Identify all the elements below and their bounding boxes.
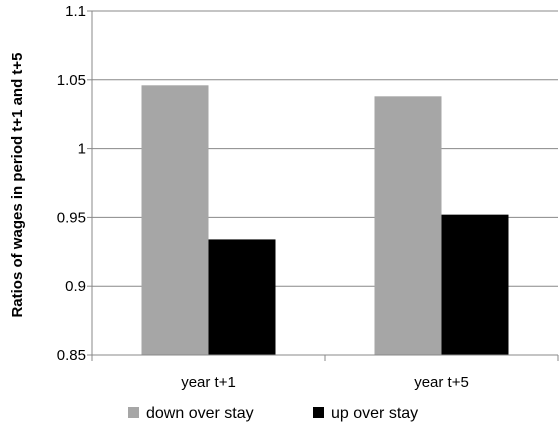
y-tick-label: 0.95 bbox=[57, 209, 86, 226]
legend-swatch bbox=[313, 407, 324, 418]
bars bbox=[141, 85, 509, 355]
legend: down over stay up over stay bbox=[128, 405, 418, 422]
x-tick-label: year t+1 bbox=[181, 374, 236, 391]
y-tick-labels: 0.85 0.9 0.95 1 1.05 1.1 bbox=[57, 3, 92, 364]
y-tick-label: 1.05 bbox=[57, 72, 86, 89]
y-axis-title: Ratios of wages in period t+1 and t+5 bbox=[9, 52, 26, 317]
legend-label: down over stay bbox=[146, 405, 254, 422]
bar-up-over-stay-yeart5 bbox=[441, 214, 509, 355]
axes bbox=[91, 11, 559, 361]
legend-label: up over stay bbox=[331, 405, 418, 422]
y-tick-label: 1 bbox=[78, 141, 86, 158]
bar-down-over-stay-yeart5 bbox=[374, 96, 442, 355]
y-tick-label: 0.85 bbox=[57, 347, 86, 364]
legend-swatch bbox=[128, 407, 139, 418]
x-tick-label: year t+5 bbox=[414, 374, 469, 391]
y-tick-label: 0.9 bbox=[65, 278, 86, 295]
x-tick-labels: year t+1 year t+5 bbox=[181, 374, 469, 391]
y-tick-label: 1.1 bbox=[65, 3, 86, 20]
bar-down-over-stay-yeart1 bbox=[141, 85, 209, 355]
bar-up-over-stay-yeart1 bbox=[208, 239, 276, 355]
